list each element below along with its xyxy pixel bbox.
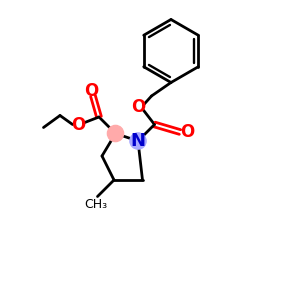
Text: O: O [180, 123, 195, 141]
Text: N: N [130, 132, 146, 150]
Circle shape [130, 133, 146, 149]
Text: O: O [131, 98, 145, 116]
Text: O: O [71, 116, 85, 134]
Text: CH₃: CH₃ [84, 198, 108, 212]
Text: O: O [84, 82, 99, 100]
Circle shape [107, 125, 124, 142]
